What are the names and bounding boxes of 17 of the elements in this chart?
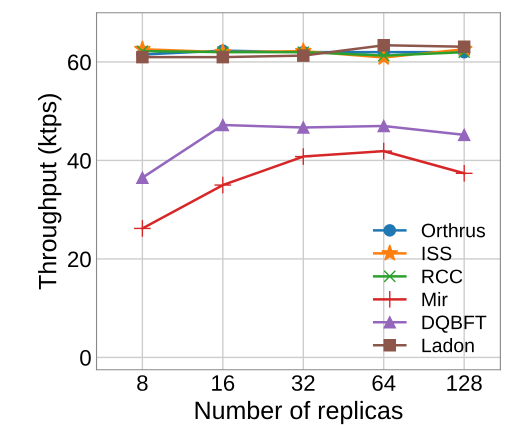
x-tick-label: 32 xyxy=(292,375,315,391)
x-tick-label: 8 xyxy=(137,375,148,391)
legend-label: ISS xyxy=(422,246,452,260)
y-tick-label: 0 xyxy=(80,350,91,366)
x-tick-label: 16 xyxy=(212,375,234,391)
x-axis-title: Number of replicas xyxy=(196,400,402,424)
x-tick-label: 128 xyxy=(447,375,482,391)
y-axis-title: Throughput (ktps) xyxy=(38,94,62,290)
legend-label: Ladon xyxy=(422,338,474,352)
y-tick-label: 40 xyxy=(67,153,91,169)
legend-label: Mir xyxy=(422,292,448,306)
y-tick-label: 20 xyxy=(68,251,91,268)
legend-label: RCC xyxy=(422,270,462,284)
x-tick-label: 64 xyxy=(372,375,396,391)
legend-label: Orthrus xyxy=(422,223,486,238)
y-tick-label: 60 xyxy=(68,54,91,70)
legend-label: DQBFT xyxy=(422,316,486,333)
